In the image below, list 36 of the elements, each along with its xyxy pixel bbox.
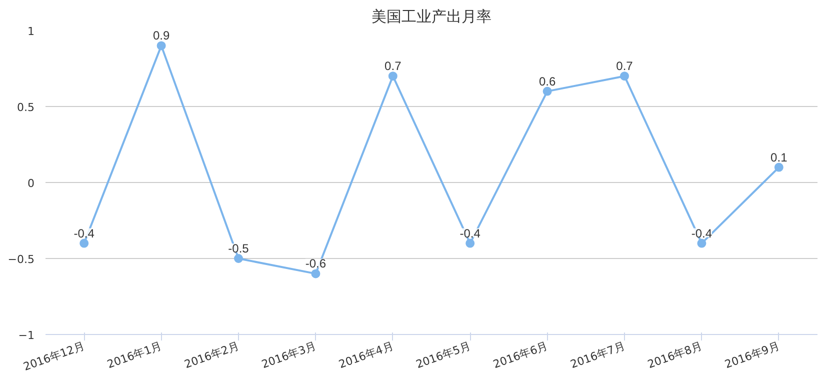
data-label: 0.7	[616, 59, 634, 74]
point	[774, 162, 784, 172]
data-label: -0.6	[305, 256, 326, 271]
x-tick-label: 2016年12月	[22, 339, 86, 374]
data-label: -0.4	[691, 226, 712, 240]
data-label: 0.7	[384, 59, 402, 74]
point	[620, 72, 629, 81]
point	[542, 86, 552, 96]
point	[234, 254, 243, 263]
point	[311, 269, 320, 278]
y-tick-label: −1	[18, 329, 35, 342]
y-tick-label: 0.5	[17, 101, 35, 114]
x-tick-label: 2016年6月	[492, 339, 550, 372]
data-label: 0.9	[152, 28, 170, 43]
y-tick-label: 0	[28, 177, 34, 190]
x-tick-label: 2016年7月	[568, 339, 627, 372]
data-label: 0.6	[538, 74, 556, 88]
point	[697, 238, 706, 248]
y-tick-label: −0.5	[8, 253, 35, 266]
data-label: -0.4	[460, 226, 481, 240]
data-label: -0.5	[228, 242, 250, 256]
x-tick-label: 2016年4月	[337, 339, 396, 372]
point	[388, 72, 398, 81]
point	[156, 41, 166, 50]
x-tick-label: 2016年3月	[260, 339, 318, 372]
x-tick-label: 2016年8月	[646, 339, 704, 372]
x-tick-label: 2016年2月	[182, 339, 241, 372]
point	[80, 238, 89, 248]
x-tick-label: 2016年9月	[723, 339, 782, 372]
data-label: -0.4	[74, 226, 95, 240]
y-tick-label: 1	[28, 25, 34, 38]
point	[466, 238, 475, 248]
x-tick-label: 2016年1月	[106, 339, 164, 372]
chart-title: 美国工业产出月率	[372, 8, 492, 26]
x-tick-label: 2016年5月	[414, 339, 472, 372]
data-label: 0.1	[770, 150, 788, 164]
